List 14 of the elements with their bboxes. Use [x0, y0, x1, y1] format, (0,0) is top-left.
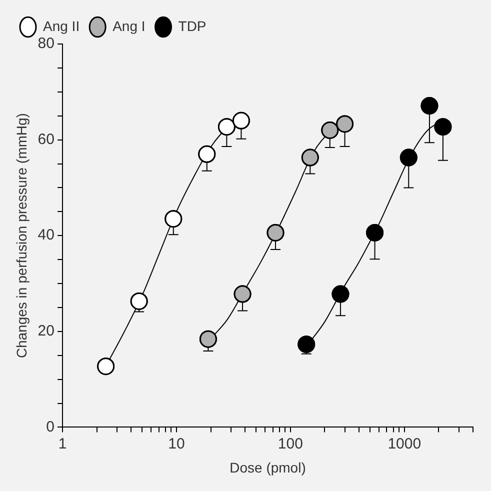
- legend-label: Ang II: [43, 18, 80, 34]
- y-axis-title: Changes in perfusion pressure (mmHg): [13, 113, 30, 358]
- y-tick-label: 80: [38, 35, 54, 52]
- y-tick-label: 20: [38, 322, 54, 340]
- x-tick-label: 100: [278, 435, 303, 452]
- legend-label: Ang I: [112, 18, 146, 34]
- x-tick-label: 1000: [388, 435, 422, 452]
- legend-label: TDP: [178, 18, 206, 34]
- y-tick-label: 40: [38, 226, 54, 244]
- y-tick-label: 0: [46, 418, 54, 436]
- x-axis-title: Dose (pmol): [230, 459, 306, 476]
- x-tick-label: 1: [58, 435, 67, 452]
- y-tick-label: 60: [38, 130, 54, 148]
- x-tick-label: 10: [168, 435, 185, 452]
